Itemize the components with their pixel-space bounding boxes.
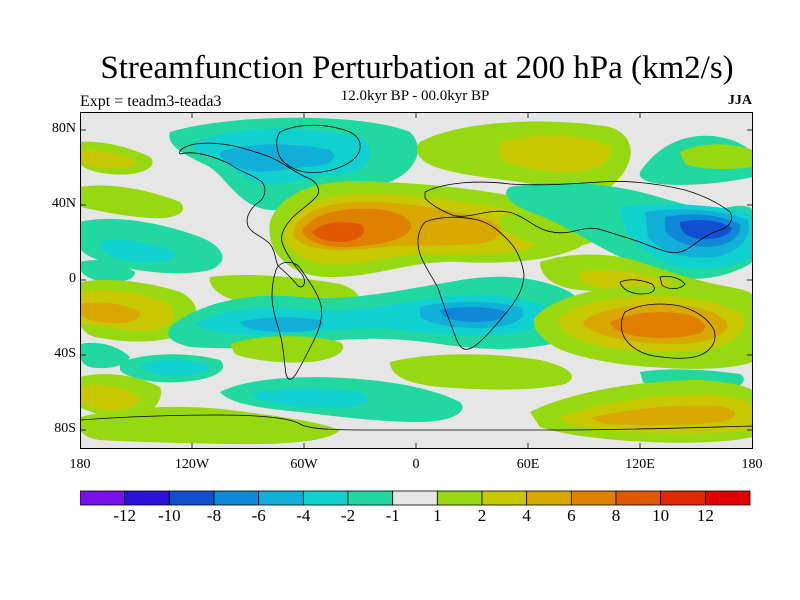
colorbar-label: 6 <box>567 506 576 525</box>
colorbar-swatch <box>481 490 528 506</box>
lon-label: 120E <box>625 457 655 472</box>
colorbar-swatch <box>704 490 751 506</box>
lat-label: 0 <box>69 271 76 286</box>
colorbar-swatch <box>168 490 215 506</box>
colorbar-swatch <box>213 490 260 506</box>
colorbar-label: 12 <box>696 506 714 525</box>
colorbar-swatch <box>392 490 438 506</box>
colorbar-label: 4 <box>522 506 531 525</box>
colorbar <box>80 490 751 506</box>
map-plot <box>80 112 753 449</box>
anomaly-region <box>100 240 176 263</box>
lon-label: 180 <box>741 457 763 472</box>
colorbar-label: -12 <box>113 506 136 525</box>
lon-label: 120W <box>174 457 210 472</box>
map-field <box>80 112 753 449</box>
anomaly-region <box>500 135 611 172</box>
lon-label: 60E <box>516 457 540 472</box>
colorbar-label: -8 <box>206 506 222 525</box>
lon-label: 0 <box>412 457 420 472</box>
lat-label: 40N <box>51 196 76 211</box>
anomaly-region <box>312 222 365 242</box>
anomaly-region <box>230 336 344 363</box>
anomaly-region <box>440 307 506 322</box>
map-frame <box>80 112 753 449</box>
colorbar-label: 8 <box>611 506 621 525</box>
anomaly-region <box>220 144 334 172</box>
anomaly-region <box>80 260 135 282</box>
colorbar-swatch <box>436 490 483 506</box>
coastlines <box>80 124 753 431</box>
anomaly-region <box>80 385 140 411</box>
colorbar-swatch <box>302 490 349 506</box>
colorbar-swatch <box>615 490 662 506</box>
anomaly-region <box>590 405 735 426</box>
lat-label: 80S <box>54 421 76 436</box>
plot-title: Streamfunction Perturbation at 200 hPa (… <box>100 50 734 86</box>
anomaly-region <box>80 302 141 324</box>
colorbar-label: -6 <box>251 506 266 525</box>
lon-label: 180 <box>69 457 91 472</box>
anomaly-region <box>80 342 130 369</box>
colorbar-swatch <box>570 490 617 506</box>
time-period-label: 12.0kyr BP - 00.0kyr BP <box>340 88 490 104</box>
experiment-label: Expt = teadm3-teada3 <box>80 93 222 110</box>
colorbar-swatch <box>80 490 126 506</box>
anomaly-region <box>250 388 369 408</box>
anomaly-region <box>680 220 732 240</box>
lat-label: 40S <box>54 346 76 361</box>
season-label: JJA <box>727 93 752 108</box>
lat-label: 80N <box>51 121 76 136</box>
anomaly-region <box>610 312 706 338</box>
colorbar-label: -2 <box>340 506 356 525</box>
lon-label: 60W <box>290 457 318 472</box>
colorbar-swatch <box>660 490 706 506</box>
colorbar-label: 10 <box>652 506 670 525</box>
colorbar-label: 2 <box>477 506 487 525</box>
anomaly-region <box>140 360 210 377</box>
latitude-axis: 80N 40N 0 40S 80S <box>0 0 76 600</box>
anomaly-region <box>390 354 572 390</box>
anomaly-region <box>240 317 324 332</box>
anomaly-region <box>80 150 136 169</box>
colorbar-swatch <box>258 490 304 506</box>
colorbar-label: -4 <box>296 506 311 525</box>
colorbar-swatch <box>526 490 572 506</box>
anomaly-region <box>80 185 184 219</box>
colorbar-label: -1 <box>385 506 400 525</box>
colorbar-swatch <box>347 490 394 506</box>
anomaly-region <box>680 144 753 169</box>
colorbar-label: 1 <box>433 506 442 525</box>
colorbar-swatch <box>124 490 170 506</box>
colorbar-label: -10 <box>157 506 181 525</box>
